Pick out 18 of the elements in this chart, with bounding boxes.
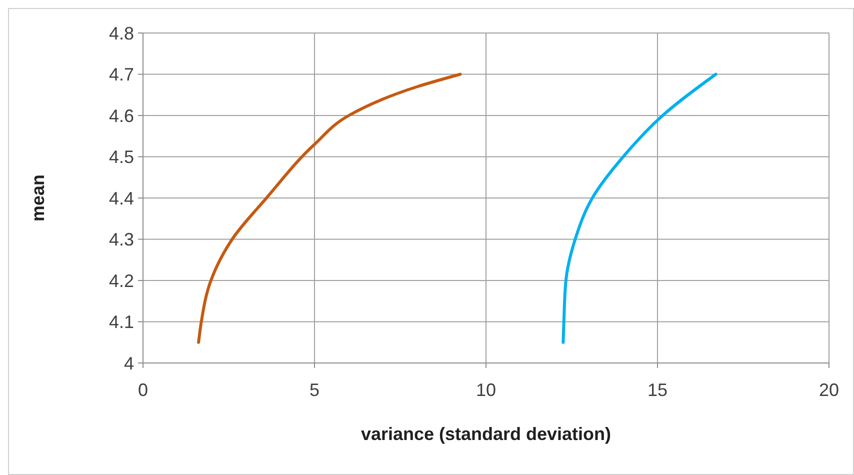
line-series bbox=[197, 72, 462, 344]
x-tick-label: 5 bbox=[309, 380, 320, 400]
x-tick-label: 10 bbox=[476, 380, 496, 400]
line-series bbox=[562, 72, 718, 344]
y-tick-label: 4.7 bbox=[108, 64, 134, 85]
y-tick-label: 4.6 bbox=[108, 106, 134, 126]
y-tick-label: 4.4 bbox=[108, 188, 134, 208]
x-axis-title: variance (standard deviation) bbox=[360, 424, 612, 444]
y-tick-label: 4 bbox=[124, 353, 134, 374]
x-tick-label: 0 bbox=[138, 380, 148, 400]
y-tick-label: 4.5 bbox=[108, 147, 134, 168]
y-axis-title: mean bbox=[28, 174, 48, 222]
y-tick-label: 4.2 bbox=[108, 270, 134, 291]
y-tick-label: 4.3 bbox=[108, 230, 134, 250]
y-tick-label: 4.8 bbox=[108, 23, 134, 44]
y-tick-label: 4.1 bbox=[108, 312, 134, 332]
x-tick-label: 15 bbox=[647, 380, 668, 400]
x-tick-label: 20 bbox=[818, 380, 840, 400]
